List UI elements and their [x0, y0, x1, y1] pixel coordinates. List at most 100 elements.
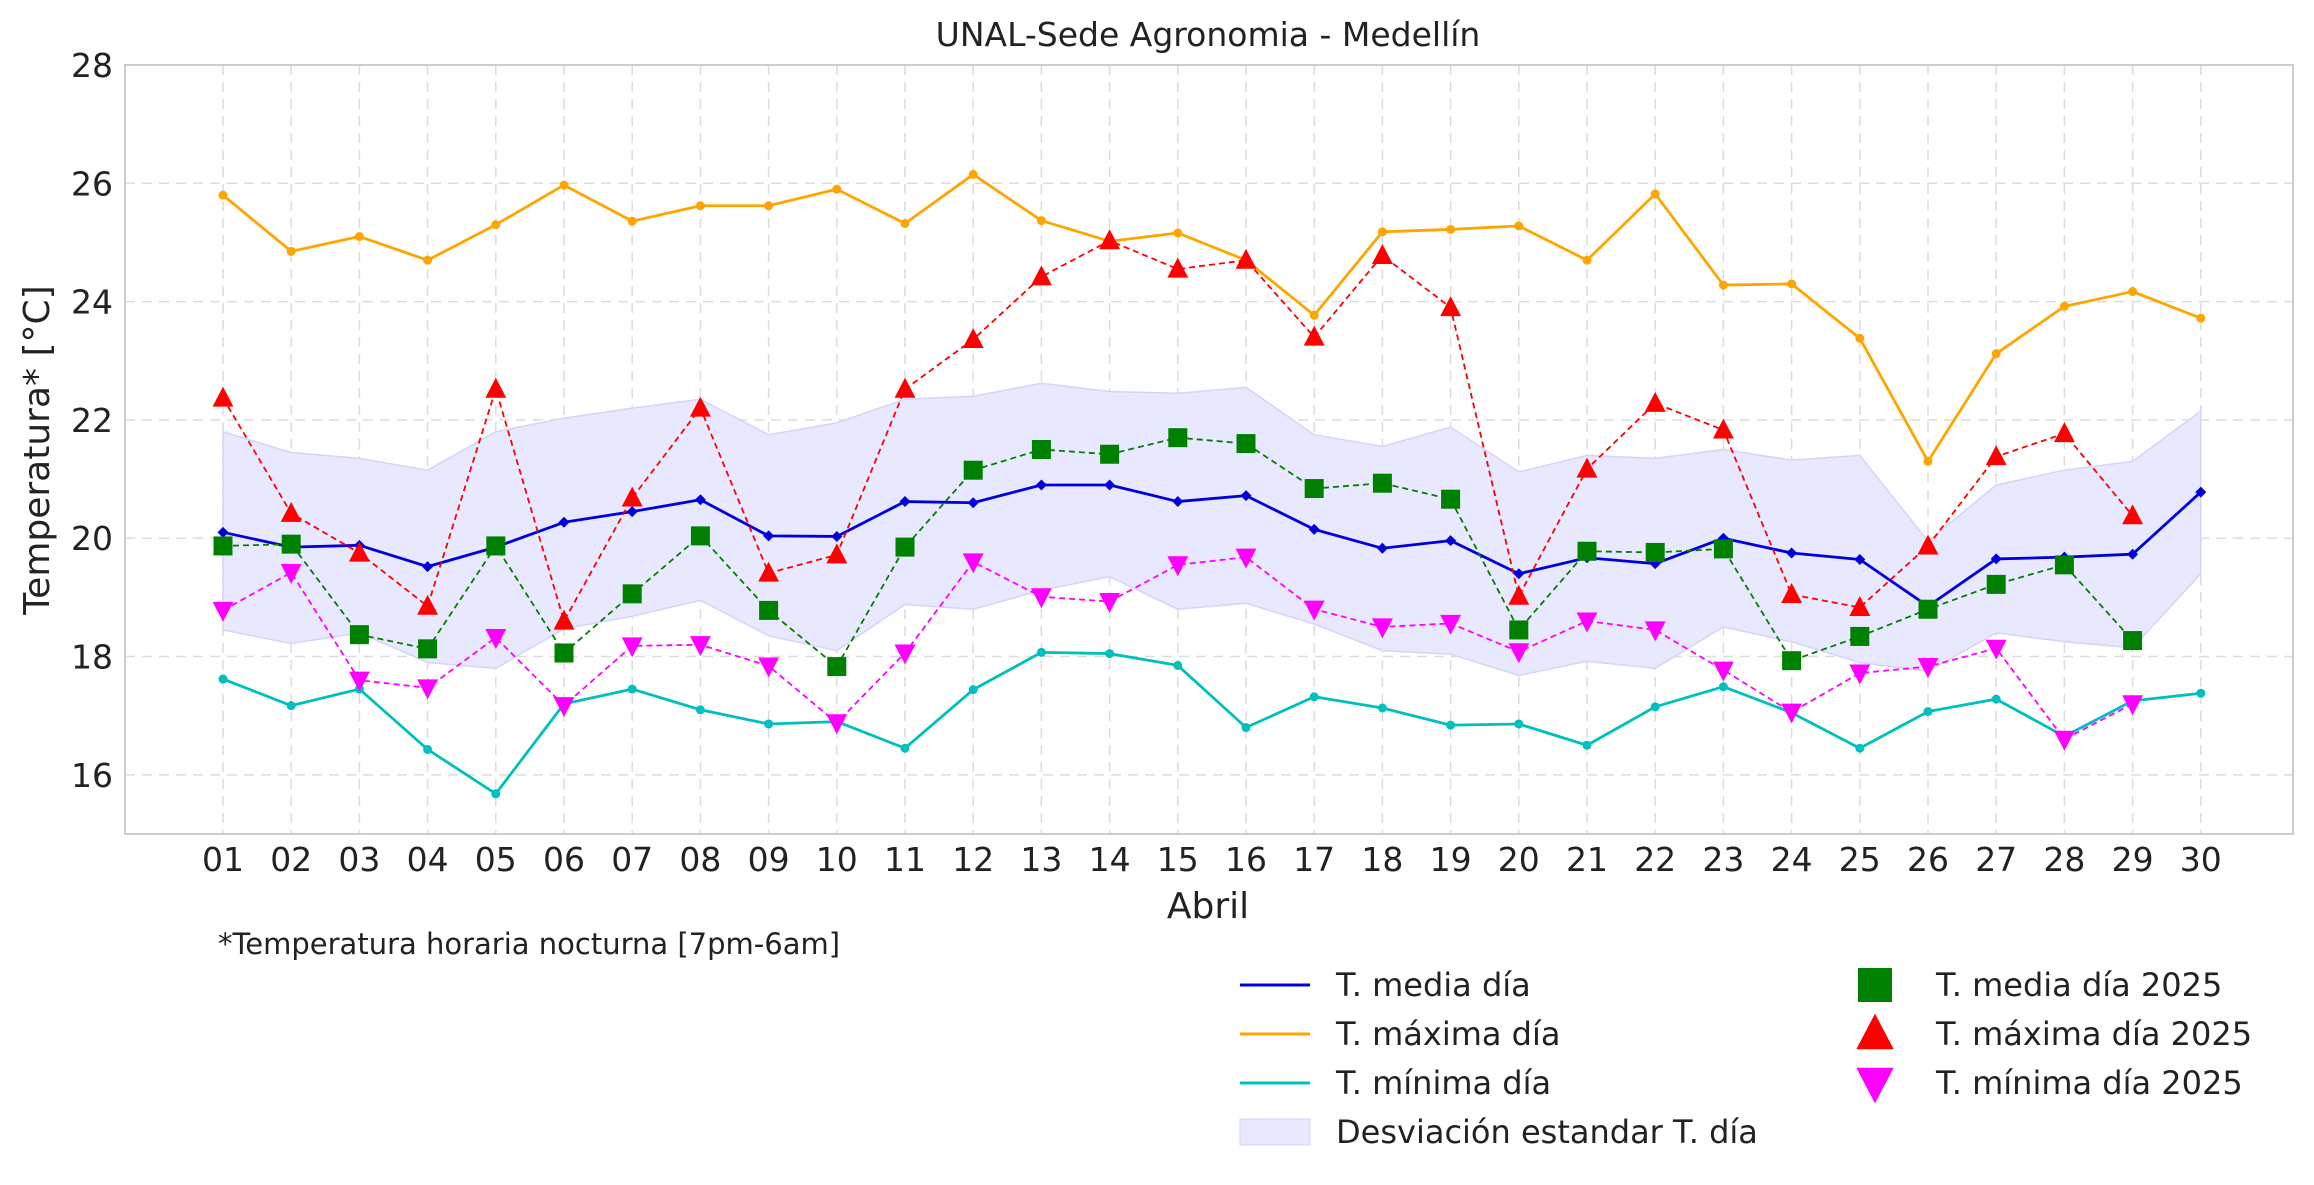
data-point — [2054, 555, 2074, 575]
data-point — [1514, 719, 1524, 729]
y-tick-label: 26 — [71, 164, 113, 203]
data-point — [1030, 265, 1052, 286]
data-point — [1440, 296, 1462, 317]
series-t-maxima-dia-2025 — [212, 229, 2144, 630]
data-point — [764, 201, 774, 211]
data-point — [348, 671, 370, 692]
x-tick-label: 04 — [407, 840, 449, 879]
legend-label: T. máxima día — [1335, 1015, 1560, 1053]
data-point — [1781, 583, 1803, 603]
data-point — [486, 536, 506, 556]
data-point — [1309, 310, 1319, 320]
data-point — [212, 386, 234, 407]
data-point — [2122, 695, 2144, 716]
x-tick-label: 21 — [1566, 840, 1608, 879]
x-tick-label: 25 — [1839, 840, 1881, 879]
data-point — [1712, 418, 1734, 439]
data-point — [2196, 313, 2206, 323]
data-point — [1577, 541, 1597, 561]
data-point — [422, 561, 434, 573]
data-point — [1303, 600, 1325, 621]
data-point — [1441, 489, 1461, 509]
data-point — [417, 679, 439, 700]
data-point — [1446, 224, 1456, 234]
y-axis-label: Temperatura* [°C] — [17, 285, 58, 615]
data-point — [2196, 688, 2206, 698]
data-point — [1168, 428, 1188, 448]
data-point — [1718, 682, 1728, 692]
data-point — [1167, 556, 1189, 577]
data-point — [1241, 723, 1251, 733]
data-point — [1304, 479, 1324, 499]
data-point — [689, 396, 711, 417]
data-point — [558, 516, 570, 528]
data-point — [1985, 445, 2007, 466]
data-point — [968, 169, 978, 179]
x-tick-label: 13 — [1020, 840, 1062, 879]
data-point — [217, 526, 229, 538]
data-point — [1991, 694, 2001, 704]
data-point — [832, 184, 842, 194]
data-point — [1650, 189, 1660, 199]
legend-label: T. máxima día 2025 — [1935, 1015, 2252, 1053]
data-point — [1917, 534, 1939, 555]
data-point — [1582, 255, 1592, 265]
data-point — [1036, 647, 1046, 657]
data-point — [690, 526, 710, 546]
data-point — [1440, 614, 1462, 635]
legend-swatch — [1856, 1013, 1894, 1050]
legend-item: T. máxima día 2025 — [1856, 1013, 2252, 1053]
data-point — [689, 636, 711, 657]
x-tick-label: 18 — [1361, 840, 1403, 879]
data-point — [1240, 490, 1252, 502]
data-point — [962, 553, 984, 574]
legend-item: T. media día — [1240, 966, 1531, 1004]
data-point — [2128, 287, 2138, 297]
series-line — [222, 556, 2134, 741]
data-point — [1235, 248, 1257, 269]
data-point — [1786, 547, 1798, 559]
data-point — [963, 460, 983, 480]
data-point — [1713, 539, 1733, 559]
data-point — [1918, 599, 1938, 619]
data-point — [1650, 702, 1660, 712]
data-point — [1576, 612, 1598, 633]
series-t-minima-dia-2025 — [212, 548, 2144, 751]
x-tick-label: 22 — [1634, 840, 1676, 879]
data-point — [1782, 651, 1802, 671]
data-point — [1104, 479, 1116, 491]
x-tick-label: 03 — [338, 840, 380, 879]
legend-swatch — [1858, 968, 1892, 1002]
data-point — [418, 639, 438, 659]
data-point — [423, 744, 433, 754]
data-point — [1923, 456, 1933, 466]
data-point — [968, 685, 978, 695]
data-point — [900, 219, 910, 229]
data-point — [1377, 703, 1387, 713]
data-point — [1712, 661, 1734, 682]
data-point — [1371, 618, 1393, 639]
data-point — [1100, 444, 1120, 464]
data-point — [826, 714, 848, 735]
series-t-media-dia-2025 — [213, 428, 2143, 677]
data-point — [280, 501, 302, 522]
data-point — [1576, 457, 1598, 478]
legend-label: T. mínima día 2025 — [1935, 1064, 2243, 1102]
x-tick-label: 08 — [679, 840, 721, 879]
data-point — [559, 180, 569, 190]
data-point — [213, 536, 233, 556]
x-tick-label: 15 — [1157, 840, 1199, 879]
y-tick-label: 16 — [71, 756, 113, 795]
x-tick-label: 14 — [1089, 840, 1131, 879]
data-point — [1644, 621, 1666, 642]
data-point — [349, 625, 369, 645]
chart-title: UNAL-Sede Agronomia - Medellín — [936, 15, 1481, 54]
data-point — [1035, 479, 1047, 491]
data-point — [2195, 486, 2207, 498]
data-point — [1917, 658, 1939, 678]
x-tick-label: 19 — [1430, 840, 1472, 879]
data-point — [764, 719, 774, 729]
data-point — [627, 684, 637, 694]
data-point — [1991, 349, 2001, 359]
